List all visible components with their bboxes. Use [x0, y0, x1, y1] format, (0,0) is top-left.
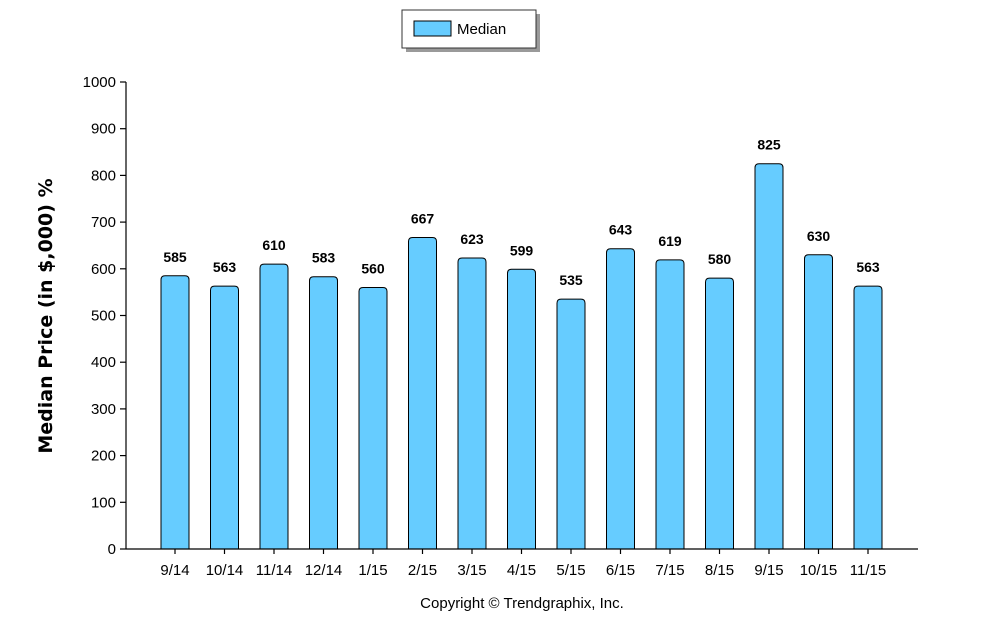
x-tick-label: 6/15 [606, 562, 635, 579]
x-axis-ticks: 9/14 10/14 11/14 12/14 1/15 2/15 3/15 4/15 5/15 6… [160, 549, 886, 579]
data-label: 599 [510, 242, 534, 258]
x-tick-label: 5/15 [556, 562, 585, 579]
bar-11-14 [259, 263, 289, 550]
data-label: 610 [262, 237, 286, 253]
bar-9-14 [160, 275, 190, 550]
x-tick-label: 2/15 [408, 562, 437, 579]
x-tick-label: 8/15 [705, 562, 734, 579]
y-tick-label: 600 [91, 261, 116, 278]
y-tick-label: 200 [91, 448, 116, 465]
data-label: 535 [559, 272, 583, 288]
bar-9-15 [754, 163, 784, 550]
copyright-text: Copyright © Trendgraphix, Inc. [420, 595, 624, 612]
y-tick-label: 0 [108, 541, 116, 558]
bar-10-15 [804, 254, 833, 550]
legend-label: Median [457, 21, 506, 38]
data-labels: 585 563 610 583 560 667 623 599 535 643 619 580 825 6… [163, 137, 880, 288]
data-label: 560 [361, 260, 385, 276]
x-tick-label: 11/15 [850, 562, 886, 579]
data-label: 643 [609, 222, 633, 238]
bar-4-15 [507, 268, 536, 550]
data-label: 563 [856, 259, 880, 275]
x-tick-label: 9/14 [160, 562, 189, 579]
x-tick-label: 11/14 [256, 562, 292, 579]
x-tick-label: 1/15 [358, 562, 387, 579]
bar-2-15 [408, 237, 437, 550]
x-tick-label: 10/14 [206, 562, 244, 579]
data-label: 623 [460, 231, 484, 247]
legend-swatch [413, 20, 452, 37]
y-axis-label: Median Price (in $,000) % [35, 178, 57, 453]
y-tick-label: 500 [91, 308, 116, 325]
bars [160, 163, 883, 550]
y-tick-label: 300 [91, 401, 116, 418]
data-label: 583 [312, 250, 336, 266]
y-tick-label: 1000 [83, 74, 116, 91]
bar-1-15 [358, 286, 388, 550]
y-tick-label: 100 [91, 494, 116, 511]
x-tick-label: 9/15 [754, 562, 783, 579]
data-label: 580 [708, 251, 732, 267]
y-tick-label: 800 [91, 167, 116, 184]
bar-3-15 [457, 257, 487, 550]
x-tick-label: 12/14 [305, 562, 343, 579]
y-tick-label: 400 [91, 354, 116, 371]
data-label: 825 [757, 137, 781, 153]
x-tick-label: 7/15 [655, 562, 684, 579]
data-label: 630 [807, 228, 831, 244]
y-tick-label: 700 [91, 214, 116, 231]
bar-6-15 [606, 248, 635, 550]
x-tick-label: 10/15 [800, 562, 838, 579]
y-tick-label: 900 [91, 121, 116, 138]
bar-11-15 [853, 285, 883, 550]
bar-5-15 [556, 298, 586, 550]
x-tick-label: 4/15 [507, 562, 536, 579]
x-tick-label: 3/15 [457, 562, 486, 579]
data-label: 585 [163, 249, 187, 265]
bar-12-14 [309, 276, 338, 550]
data-label: 619 [658, 233, 682, 249]
legend: Median [401, 9, 540, 52]
bar-8-15 [705, 277, 734, 550]
data-label: 667 [411, 211, 435, 227]
bar-7-15 [655, 259, 685, 550]
data-label: 563 [213, 259, 237, 275]
y-axis-ticks: 0 100 200 300 400 500 600 700 800 900 1000 [83, 74, 126, 558]
bar-10-14 [210, 285, 239, 550]
